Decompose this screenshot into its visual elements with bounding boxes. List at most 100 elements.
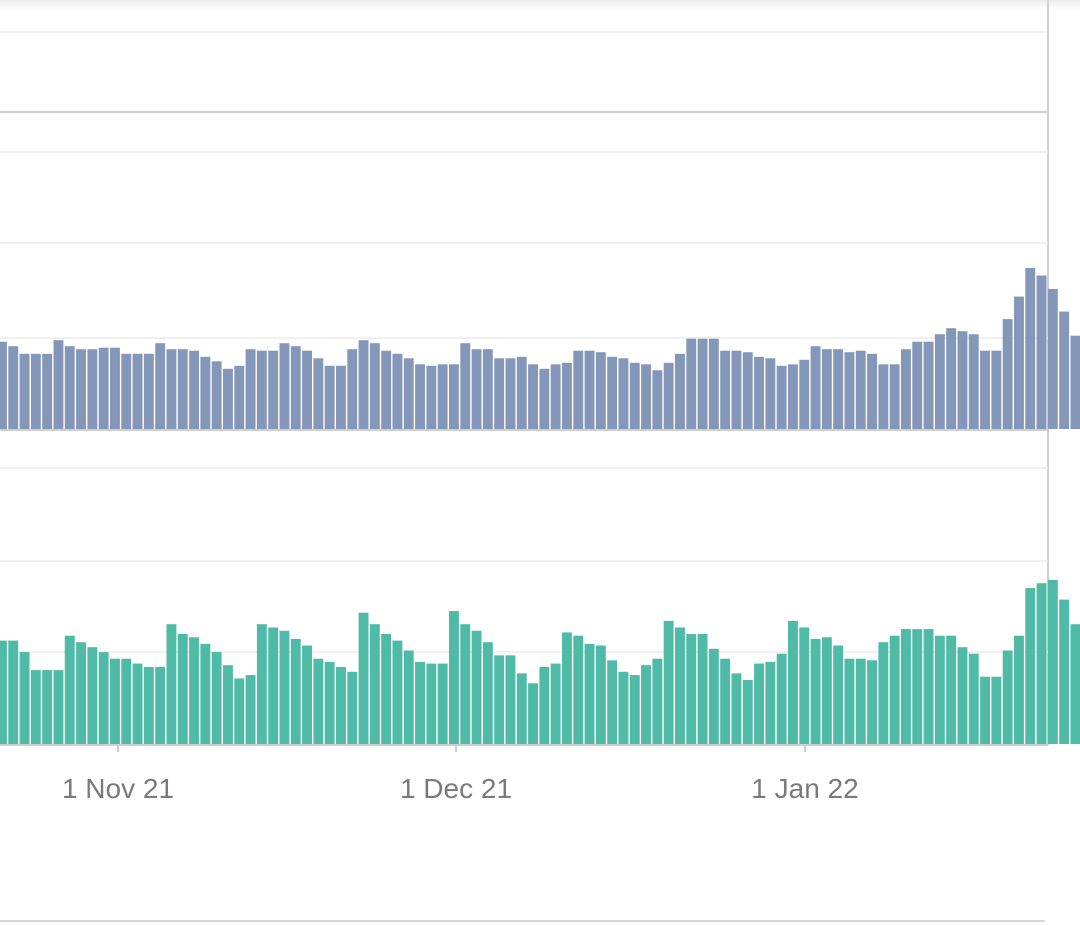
bar bbox=[471, 349, 482, 429]
bar bbox=[166, 624, 177, 744]
bar bbox=[245, 675, 256, 744]
bar bbox=[132, 663, 143, 744]
bar bbox=[426, 663, 437, 744]
bar bbox=[742, 352, 753, 429]
bar bbox=[211, 652, 222, 744]
bar bbox=[889, 635, 900, 744]
bar bbox=[143, 666, 154, 744]
bar bbox=[347, 349, 358, 429]
bar bbox=[403, 650, 414, 744]
bar bbox=[1059, 311, 1070, 429]
chart-panel-top bbox=[0, 151, 1080, 431]
bar bbox=[268, 350, 279, 429]
bar bbox=[381, 350, 392, 429]
bar bbox=[200, 643, 211, 744]
bar bbox=[42, 670, 53, 744]
bar bbox=[53, 670, 64, 744]
bar bbox=[0, 341, 7, 429]
top-toolbar-shadow bbox=[0, 0, 1080, 10]
bar bbox=[539, 666, 550, 744]
bar bbox=[403, 358, 414, 429]
bar bbox=[426, 365, 437, 429]
bar bbox=[392, 353, 403, 430]
bar bbox=[177, 634, 188, 744]
bar bbox=[505, 655, 516, 744]
footer-divider bbox=[0, 920, 1045, 922]
bar bbox=[279, 343, 290, 429]
bar bbox=[98, 652, 109, 744]
bar bbox=[1025, 588, 1036, 744]
bar bbox=[30, 353, 41, 430]
bar bbox=[1047, 579, 1058, 744]
bar bbox=[8, 640, 19, 744]
bar bbox=[946, 328, 957, 429]
bar bbox=[550, 364, 561, 429]
bar-series-top bbox=[0, 268, 1080, 430]
bar bbox=[912, 341, 923, 429]
bar bbox=[595, 352, 606, 429]
bar bbox=[87, 349, 98, 429]
bar bbox=[720, 658, 731, 744]
bar bbox=[641, 364, 651, 429]
bar bbox=[833, 349, 844, 429]
bar bbox=[121, 658, 132, 744]
bar bbox=[19, 652, 30, 744]
bar bbox=[855, 658, 866, 744]
bar bbox=[788, 620, 798, 744]
bar bbox=[675, 627, 685, 744]
bar bbox=[867, 660, 877, 744]
bar bbox=[708, 648, 719, 744]
bar bbox=[1025, 268, 1036, 429]
bar bbox=[189, 637, 199, 744]
bar bbox=[460, 624, 471, 744]
bar bbox=[867, 353, 877, 430]
bar bbox=[245, 349, 256, 429]
x-tick-label-dec: 1 Dec 21 bbox=[400, 773, 512, 804]
bar bbox=[776, 365, 787, 429]
bar bbox=[494, 655, 505, 744]
bar bbox=[1014, 635, 1024, 744]
bar bbox=[697, 634, 708, 744]
bar bbox=[618, 671, 629, 744]
bar bbox=[64, 346, 75, 429]
bar bbox=[1036, 583, 1047, 744]
bar bbox=[934, 334, 945, 429]
bar bbox=[765, 358, 776, 429]
bar bbox=[313, 358, 324, 429]
bar bbox=[290, 639, 301, 744]
bar bbox=[652, 658, 663, 744]
bar bbox=[528, 364, 538, 429]
bar bbox=[810, 639, 821, 744]
bar bbox=[324, 365, 335, 429]
bar-series-bottom bbox=[0, 579, 1080, 744]
bar bbox=[87, 647, 98, 744]
bar bbox=[505, 358, 516, 429]
bar bbox=[336, 666, 346, 744]
bar bbox=[437, 663, 448, 744]
bar bbox=[234, 678, 245, 744]
bar bbox=[562, 632, 572, 744]
bar bbox=[901, 349, 911, 429]
bar bbox=[76, 349, 86, 429]
bar bbox=[539, 368, 550, 429]
bar bbox=[211, 361, 222, 429]
bar bbox=[42, 353, 53, 430]
bar bbox=[821, 637, 832, 744]
x-axis: 1 Nov 21 1 Dec 21 1 Jan 22 bbox=[62, 745, 859, 804]
bar bbox=[482, 349, 493, 429]
bar bbox=[166, 349, 177, 429]
bar bbox=[369, 624, 380, 744]
bar bbox=[991, 676, 1002, 744]
bar bbox=[934, 635, 945, 744]
bar bbox=[810, 346, 821, 429]
bar bbox=[573, 350, 584, 429]
bar bbox=[663, 620, 674, 744]
bar bbox=[991, 350, 1002, 429]
bar bbox=[132, 353, 143, 430]
bar bbox=[912, 629, 923, 744]
bar bbox=[641, 665, 651, 744]
bar bbox=[460, 343, 471, 429]
bar bbox=[607, 660, 618, 744]
bar bbox=[686, 634, 697, 744]
bar bbox=[562, 362, 572, 429]
